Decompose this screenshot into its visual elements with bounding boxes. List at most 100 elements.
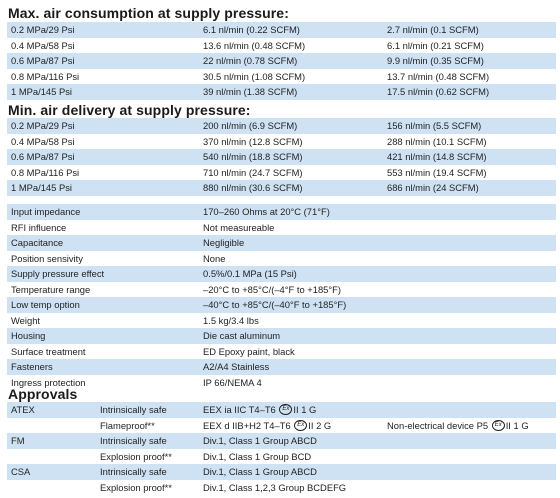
spec-row: RFI influence Not measureable xyxy=(7,219,556,235)
approval-type: Explosion proof** xyxy=(100,481,172,493)
spec-value: ED Epoxy paint, black xyxy=(203,345,295,357)
ex-symbol-text: Ex xyxy=(494,421,502,428)
approval-row: FM Intrinsically safe Div.1, Class 1 Group… xyxy=(7,433,556,449)
spec-value: 0.5%/0.1 MPa (15 Psi) xyxy=(203,268,297,279)
flow-value-alt: 2.7 nl/min (0.1 SCFM) xyxy=(387,24,479,35)
approval-row: ATEX Intrinsically safe EEX ia IIC T4–T6 E… xyxy=(7,402,556,418)
spec-value: A2/A4 Stainless xyxy=(203,361,270,372)
delivery-title: Min. air delivery at supply pressure: xyxy=(8,102,251,118)
pressure-label: 0.4 MPa/58 Psi xyxy=(11,39,75,51)
spec-value: Die cast aluminum xyxy=(203,330,281,341)
table-row: 0.6 MPa/87 Psi 540 nl/min (18.8 SCFM) 421 … xyxy=(7,149,556,165)
approvals-table: ATEX Intrinsically safe EEX ia IIC T4–T6 E… xyxy=(7,402,556,495)
approvals-title: Approvals xyxy=(8,386,78,402)
flow-value-alt: 686 nl/min (24 SCFM) xyxy=(387,182,479,193)
ex-symbol-text: Ex xyxy=(282,406,290,413)
spec-row: Position sensivity None xyxy=(7,250,556,266)
spec-value: Negligible xyxy=(203,237,245,248)
table-row: 0.4 MPa/58 Psi 370 nl/min (12.8 SCFM) 288 … xyxy=(7,133,556,149)
approval-row: CSA Intrinsically safe Div.1, Class 1 Grou… xyxy=(7,464,556,480)
spec-label: Capacitance xyxy=(11,237,64,248)
approval-type: Explosion proof** xyxy=(100,450,172,462)
flow-value-alt: 9.9 nl/min (0.35 SCFM) xyxy=(387,55,484,66)
spec-label: Temperature range xyxy=(11,283,91,295)
spec-row: Temperature range –20°C to +85°C/(–4°F to… xyxy=(7,281,556,297)
ex-symbol-icon: Ex xyxy=(491,419,505,431)
approval-cert-text: Div.1, Class 1 Group ABCD xyxy=(203,435,317,446)
approval-type: Flameproof** xyxy=(100,419,155,431)
approval-body: FM xyxy=(11,435,25,446)
pressure-label: 0.6 MPa/87 Psi xyxy=(11,151,75,162)
spec-row: Supply pressure effect 0.5%/0.1 MPa (15 P… xyxy=(7,266,556,282)
spec-label: Low temp option xyxy=(11,299,80,310)
spec-value: 170–260 Ohms at 20°C (71°F) xyxy=(203,206,330,217)
approval-body: CSA xyxy=(11,466,31,477)
approval-type: Intrinsically safe xyxy=(100,404,167,415)
approval-cert: EEX d IIB+H2 T4–T6 Ex II 2 G xyxy=(203,418,383,434)
approval-extra: Non-electrical device P5 Ex II 1 G xyxy=(387,418,555,434)
approval-type: Intrinsically safe xyxy=(100,466,167,477)
pressure-label: 0.4 MPa/58 Psi xyxy=(11,135,75,147)
spec-row: Fasteners A2/A4 Stainless xyxy=(7,359,556,375)
flow-value: 13.6 nl/min (0.48 SCFM) xyxy=(203,39,306,51)
approval-cert: Div.1, Class 1,2,3 Group BCDEFG xyxy=(203,480,383,496)
spec-value: –40°C to +85°C/(–40°F to +185°F) xyxy=(203,299,347,310)
specs-table: Input impedance 170–260 Ohms at 20°C (71°… xyxy=(7,204,556,390)
table-row: 1 MPa/145 Psi 39 nl/min (1.38 SCFM) 17.5 n… xyxy=(7,84,556,100)
flow-value-alt: 156 nl/min (5.5 SCFM) xyxy=(387,120,482,131)
approval-cert: Div.1, Class 1 Group ABCD xyxy=(203,433,383,449)
approval-cert-group: II 1 G xyxy=(293,404,317,415)
spec-label: Weight xyxy=(11,314,41,326)
approval-cert: Div.1, Class 1 Group ABCD xyxy=(203,464,383,480)
pressure-label: 0.2 MPa/29 Psi xyxy=(11,24,75,35)
table-row: 0.4 MPa/58 Psi 13.6 nl/min (0.48 SCFM) 6.1… xyxy=(7,37,556,53)
approval-cert: Div.1, Class 1 Group BCD xyxy=(203,449,383,465)
flow-value: 22 nl/min (0.78 SCFM) xyxy=(203,55,298,66)
table-row: 0.6 MPa/87 Psi 22 nl/min (0.78 SCFM) 9.9 n… xyxy=(7,53,556,69)
approval-cert-text: Div.1, Class 1 Group ABCD xyxy=(203,466,317,477)
pressure-label: 0.8 MPa/116 Psi xyxy=(11,166,80,178)
ex-symbol-icon: Ex xyxy=(294,419,308,431)
spec-label: Housing xyxy=(11,330,46,341)
flow-value: 39 nl/min (1.38 SCFM) xyxy=(203,86,298,97)
flow-value-alt: 553 nl/min (19.4 SCFM) xyxy=(387,166,487,178)
table-row: 0.2 MPa/29 Psi 6.1 nl/min (0.22 SCFM) 2.7 … xyxy=(7,22,556,38)
spec-value: IP 66/NEMA 4 xyxy=(203,376,262,388)
approval-row: Explosion proof** Div.1, Class 1,2,3 Grou… xyxy=(7,479,556,496)
flow-value: 370 nl/min (12.8 SCFM) xyxy=(203,135,303,147)
spec-label: Surface treatment xyxy=(11,345,86,357)
flow-value-alt: 288 nl/min (10.1 SCFM) xyxy=(387,135,487,147)
table-row: 0.8 MPa/116 Psi 30.5 nl/min (1.08 SCFM) 13… xyxy=(7,68,556,84)
pressure-label: 1 MPa/145 Psi xyxy=(11,182,72,193)
spec-row: Low temp option –40°C to +85°C/(–40°F to … xyxy=(7,297,556,313)
flow-value-alt: 6.1 nl/min (0.21 SCFM) xyxy=(387,39,484,51)
spec-label: Ingress protection xyxy=(11,376,86,388)
spec-row: Surface treatment ED Epoxy paint, black xyxy=(7,343,556,359)
flow-value: 6.1 nl/min (0.22 SCFM) xyxy=(203,24,300,35)
spec-row: Housing Die cast aluminum xyxy=(7,328,556,344)
spec-label: Position sensivity xyxy=(11,252,83,264)
table-row: 1 MPa/145 Psi 880 nl/min (30.6 SCFM) 686 n… xyxy=(7,180,556,196)
pressure-label: 0.6 MPa/87 Psi xyxy=(11,55,75,66)
flow-value-alt: 13.7 nl/min (0.48 SCFM) xyxy=(387,70,490,82)
pressure-label: 0.8 MPa/116 Psi xyxy=(11,70,80,82)
approval-cert-text: Div.1, Class 1,2,3 Group BCDEFG xyxy=(203,481,347,493)
approval-cert-text: EEX ia IIC T4–T6 xyxy=(203,404,276,415)
flow-value: 710 nl/min (24.7 SCFM) xyxy=(203,166,303,178)
flow-value-alt: 421 nl/min (14.8 SCFM) xyxy=(387,151,487,162)
spec-row: Capacitance Negligible xyxy=(7,235,556,251)
spec-label: Fasteners xyxy=(11,361,53,372)
approval-body: ATEX xyxy=(11,404,35,415)
flow-value: 30.5 nl/min (1.08 SCFM) xyxy=(203,70,306,82)
table-row: 0.8 MPa/116 Psi 710 nl/min (24.7 SCFM) 553… xyxy=(7,164,556,180)
approval-cert-text: EEX d IIB+H2 T4–T6 xyxy=(203,419,291,431)
spec-value: 1.5 kg/3.4 lbs xyxy=(203,314,259,326)
spec-value: None xyxy=(203,252,226,264)
delivery-table: 0.2 MPa/29 Psi 200 nl/min (6.9 SCFM) 156 n… xyxy=(7,118,556,196)
approval-cert-group: II 2 G xyxy=(308,419,332,431)
approval-cert-text: Div.1, Class 1 Group BCD xyxy=(203,450,312,462)
consumption-table: 0.2 MPa/29 Psi 6.1 nl/min (0.22 SCFM) 2.7 … xyxy=(7,22,556,100)
spec-label: RFI influence xyxy=(11,221,67,233)
